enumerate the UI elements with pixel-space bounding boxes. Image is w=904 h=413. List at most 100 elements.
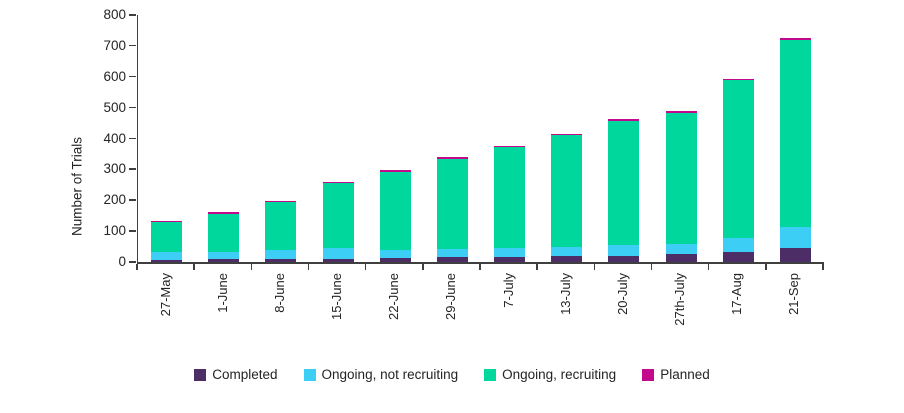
bar-segment bbox=[608, 256, 640, 262]
x-tick-mark bbox=[822, 264, 824, 270]
legend-item: Ongoing, not recruiting bbox=[303, 366, 459, 384]
x-tick-mark bbox=[650, 264, 653, 270]
plot-area bbox=[137, 15, 824, 264]
x-tick-label: 22-June bbox=[386, 273, 402, 320]
bar-segment bbox=[494, 145, 526, 148]
y-tick-mark bbox=[128, 137, 136, 139]
bar-segment bbox=[722, 252, 754, 262]
x-tick-mark bbox=[422, 264, 424, 270]
bar-segment bbox=[551, 133, 583, 136]
y-tick-mark bbox=[128, 44, 136, 47]
bar-segment bbox=[436, 257, 468, 262]
x-tick-mark bbox=[765, 264, 767, 270]
bar-segment bbox=[608, 120, 640, 246]
bar-segment bbox=[265, 201, 297, 250]
bar-segment bbox=[665, 111, 697, 113]
legend-item: Ongoing, recruiting bbox=[484, 366, 616, 384]
x-tick-label: 15-June bbox=[329, 273, 345, 320]
y-tick-mark bbox=[128, 199, 136, 201]
x-tick-label: 27th-July bbox=[672, 273, 688, 326]
bar-segment bbox=[151, 259, 183, 262]
bar-segment bbox=[151, 222, 183, 252]
bar-segment bbox=[436, 158, 468, 250]
bar-segment bbox=[436, 157, 468, 159]
y-tick-label: 300 bbox=[103, 161, 126, 177]
bar-segment bbox=[208, 251, 240, 260]
x-tick-label: 13-July bbox=[557, 273, 573, 315]
x-tick-mark bbox=[193, 264, 195, 270]
bar-segment bbox=[265, 200, 297, 202]
bar-segment bbox=[494, 257, 526, 262]
y-tick-label: 200 bbox=[103, 192, 126, 208]
bar-segment bbox=[494, 248, 526, 258]
bar-segment bbox=[379, 249, 411, 258]
bar-segment bbox=[379, 171, 411, 250]
legend-swatch bbox=[303, 369, 316, 381]
y-tick-label: 800 bbox=[103, 7, 126, 22]
bar-segment bbox=[322, 247, 354, 259]
bar-segment bbox=[779, 227, 811, 249]
y-tick-label: 600 bbox=[103, 68, 126, 84]
bar-segment bbox=[551, 135, 583, 248]
bar-segment bbox=[151, 220, 183, 223]
y-tick-mark bbox=[128, 168, 136, 170]
y-tick-label: 0 bbox=[118, 254, 126, 269]
y-tick-label: 100 bbox=[103, 223, 126, 239]
x-tick-mark bbox=[307, 264, 310, 270]
x-tick-mark bbox=[479, 264, 481, 270]
bar-segment bbox=[665, 112, 697, 245]
bar-segment bbox=[779, 39, 811, 228]
y-tick-label: 400 bbox=[103, 130, 126, 146]
legend-label: Completed bbox=[212, 367, 278, 382]
x-tick-label: 7-July bbox=[500, 273, 516, 308]
bar-segment bbox=[722, 78, 754, 81]
bar-segment bbox=[494, 147, 526, 249]
x-tick-mark bbox=[364, 264, 367, 270]
bar-segment bbox=[379, 257, 411, 262]
bar-segment bbox=[436, 249, 468, 258]
x-tick-mark bbox=[707, 264, 710, 270]
legend: Completed Ongoing, not recruiting Ongoing,… bbox=[0, 366, 904, 384]
x-tick-label: 8-June bbox=[271, 273, 287, 313]
y-tick-mark bbox=[128, 14, 136, 16]
bar-segment bbox=[208, 213, 240, 252]
x-tick-mark bbox=[250, 264, 253, 270]
bar-segment bbox=[608, 119, 640, 121]
y-tick-mark bbox=[128, 261, 136, 263]
bar-segment bbox=[379, 170, 411, 172]
bar-segment bbox=[322, 181, 354, 184]
bar-segment bbox=[665, 244, 697, 254]
x-tick-mark bbox=[536, 264, 538, 270]
x-tick-mark bbox=[593, 264, 596, 270]
bar-segment bbox=[151, 251, 183, 260]
legend-item: Planned bbox=[642, 366, 710, 384]
x-tick-label: 29-June bbox=[443, 273, 459, 320]
bar-segment bbox=[608, 245, 640, 257]
legend-swatch bbox=[484, 369, 497, 381]
x-tick-label: 1-June bbox=[214, 273, 230, 313]
legend-label: Ongoing, recruiting bbox=[502, 367, 617, 382]
x-tick-label: 20-July bbox=[614, 273, 630, 315]
bar-segment bbox=[779, 248, 811, 262]
legend-swatch bbox=[642, 369, 655, 381]
bar-segment bbox=[265, 249, 297, 259]
bar-segment bbox=[265, 258, 297, 262]
bar-segment bbox=[208, 212, 240, 214]
bar-segment bbox=[722, 238, 754, 253]
y-tick-mark bbox=[128, 106, 136, 109]
bar-segment bbox=[551, 256, 583, 262]
x-tick-label: 17-Aug bbox=[729, 273, 745, 315]
y-tick-label: 500 bbox=[103, 99, 126, 115]
bar-segment bbox=[551, 247, 583, 257]
x-tick-label: 27-May bbox=[157, 273, 173, 317]
legend-label: Ongoing, not recruiting bbox=[321, 367, 459, 382]
y-tick-mark bbox=[128, 230, 136, 232]
bar-segment bbox=[665, 253, 697, 262]
legend-swatch bbox=[194, 369, 207, 381]
x-tick-label: 21-Sep bbox=[786, 273, 802, 315]
bar-segment bbox=[322, 183, 354, 248]
y-tick-mark bbox=[128, 75, 136, 78]
bar-segment bbox=[722, 80, 754, 239]
legend-item: Completed bbox=[194, 366, 278, 384]
